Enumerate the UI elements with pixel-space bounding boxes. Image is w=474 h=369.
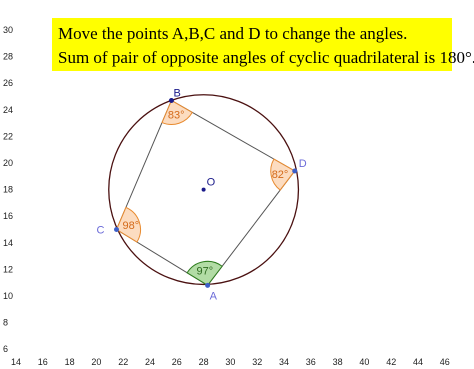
y-tick-label: 24 xyxy=(3,105,13,115)
x-tick-label: 38 xyxy=(333,357,343,367)
x-tick-label: 32 xyxy=(252,357,262,367)
point[interactable] xyxy=(114,227,119,232)
x-tick-label: 20 xyxy=(91,357,101,367)
angle-label: 82° xyxy=(272,169,289,181)
x-tick-label: 42 xyxy=(386,357,396,367)
y-tick-label: 28 xyxy=(3,52,13,62)
angle-sector xyxy=(186,260,223,287)
instruction-line: Sum of pair of opposite angles of cyclic… xyxy=(58,48,474,67)
center-label: O xyxy=(207,177,216,189)
x-tick-label: 40 xyxy=(359,357,369,367)
center-point xyxy=(201,187,206,192)
point[interactable] xyxy=(168,97,174,103)
y-tick-label: 22 xyxy=(3,131,13,141)
point-label: D xyxy=(299,158,307,170)
x-tick-label: 36 xyxy=(306,357,316,367)
x-tick-label: 22 xyxy=(118,357,128,367)
x-tick-label: 28 xyxy=(199,357,209,367)
point-label: B xyxy=(173,87,180,99)
x-tick-label: 44 xyxy=(413,357,423,367)
angle-label: 97° xyxy=(197,266,214,278)
y-tick-label: 6 xyxy=(3,344,8,354)
angle-label: 83° xyxy=(168,110,185,122)
y-tick-label: 18 xyxy=(3,185,13,195)
instruction-line: Move the points A,B,C and D to change th… xyxy=(58,24,407,43)
point[interactable] xyxy=(205,282,211,288)
y-tick-label: 30 xyxy=(3,25,13,35)
y-tick-label: 16 xyxy=(3,211,13,221)
y-tick-label: 14 xyxy=(3,238,13,248)
y-tick-label: 8 xyxy=(3,318,8,328)
y-tick-label: 20 xyxy=(3,158,13,168)
point-label: C xyxy=(97,225,105,237)
y-tick-label: 10 xyxy=(3,291,13,301)
point-label: A xyxy=(210,290,218,302)
circumcircle xyxy=(108,94,300,286)
x-tick-label: 14 xyxy=(11,357,21,367)
x-tick-label: 24 xyxy=(145,357,155,367)
x-tick-label: 26 xyxy=(172,357,182,367)
y-tick-label: 12 xyxy=(3,264,13,274)
angle-sector xyxy=(270,158,296,191)
x-tick-label: 30 xyxy=(225,357,235,367)
quadrilateral xyxy=(115,99,296,287)
x-tick-label: 34 xyxy=(279,357,289,367)
x-tick-label: 16 xyxy=(38,357,48,367)
point[interactable] xyxy=(292,168,298,174)
instruction-box xyxy=(52,18,452,71)
angle-sector xyxy=(115,206,141,243)
angle-sector xyxy=(161,99,193,125)
angle-label: 98° xyxy=(122,220,139,232)
x-tick-label: 46 xyxy=(440,357,450,367)
x-tick-label: 18 xyxy=(65,357,75,367)
y-tick-label: 26 xyxy=(3,78,13,88)
